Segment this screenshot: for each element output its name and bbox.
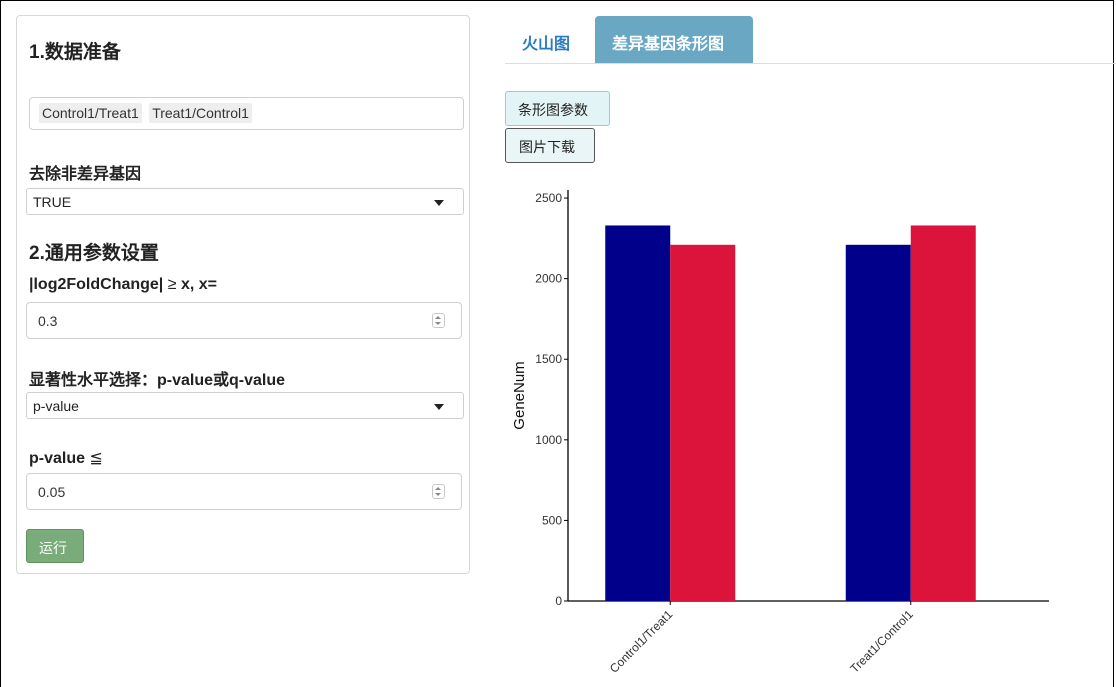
x-tick-label: Control1/Treat1 <box>607 607 676 676</box>
bar <box>910 225 976 601</box>
pvalue-input[interactable]: 0.05 <box>26 473 462 510</box>
section-general-params-title: 2.通用参数设置 <box>29 243 159 264</box>
bar <box>845 244 911 602</box>
lfc-value: 0.3 <box>38 313 58 329</box>
y-tick-label: 1500 <box>535 352 562 366</box>
spinner-icon[interactable] <box>432 313 445 328</box>
lfc-input[interactable]: 0.3 <box>26 302 462 339</box>
pvalue-label-text: p-value <box>29 450 86 467</box>
significance-label: 显著性水平选择：p-value或q-value <box>29 372 286 389</box>
y-tick-label: 2500 <box>535 191 562 205</box>
deg-bar-chart: 0 500 1000 1500 2000 2500 GeneNum Control1/Trea… <box>511 190 1049 676</box>
comparison-chip[interactable]: Treat1/Control1 <box>149 103 252 123</box>
lfc-label-tail: x, x= <box>180 276 217 293</box>
geq-symbol: ≥ <box>163 276 181 293</box>
y-tick-label: 500 <box>542 513 562 527</box>
download-image-button[interactable]: 图片下载 <box>505 128 595 163</box>
tab-volcano[interactable]: 火山图 <box>522 36 571 53</box>
spinner-icon[interactable] <box>432 484 445 499</box>
remove-nondiff-label: 去除非差异基因 <box>29 166 142 183</box>
x-tick-label: Treat1/Control1 <box>847 607 916 676</box>
comparison-chip[interactable]: Control1/Treat1 <box>39 103 142 123</box>
pvalue-value: 0.05 <box>38 484 66 500</box>
section-data-prep-title: 1.数据准备 <box>29 42 121 63</box>
pvalue-label: p-value ≦ <box>29 448 103 468</box>
bar <box>605 225 671 601</box>
remove-nondiff-select[interactable]: TRUE <box>26 188 464 215</box>
y-tick-label: 2000 <box>535 272 562 286</box>
run-button[interactable]: 运行 <box>26 529 84 563</box>
significance-value: p-value <box>33 398 79 414</box>
significance-select[interactable]: p-value <box>26 392 464 419</box>
chevron-down-icon <box>434 200 444 206</box>
tab-divider <box>505 63 1116 64</box>
y-tick-label: 0 <box>555 594 562 608</box>
bar <box>670 244 736 602</box>
y-tick-label: 1000 <box>535 433 562 447</box>
leq-symbol: ≦ <box>85 450 103 467</box>
lfc-label: |log2FoldChange| ≥ x, x= <box>29 276 217 294</box>
y-axis-label: GeneNum <box>511 361 528 429</box>
lfc-label-text: |log2FoldChange| <box>29 276 164 293</box>
remove-nondiff-value: TRUE <box>33 194 72 210</box>
tab-deg-barplot[interactable]: 差异基因条形图 <box>595 16 753 64</box>
bar-params-button[interactable]: 条形图参数 <box>505 91 610 126</box>
comparison-multiselect[interactable]: Control1/Treat1 Treat1/Control1 <box>29 97 464 130</box>
chevron-down-icon <box>434 404 444 410</box>
